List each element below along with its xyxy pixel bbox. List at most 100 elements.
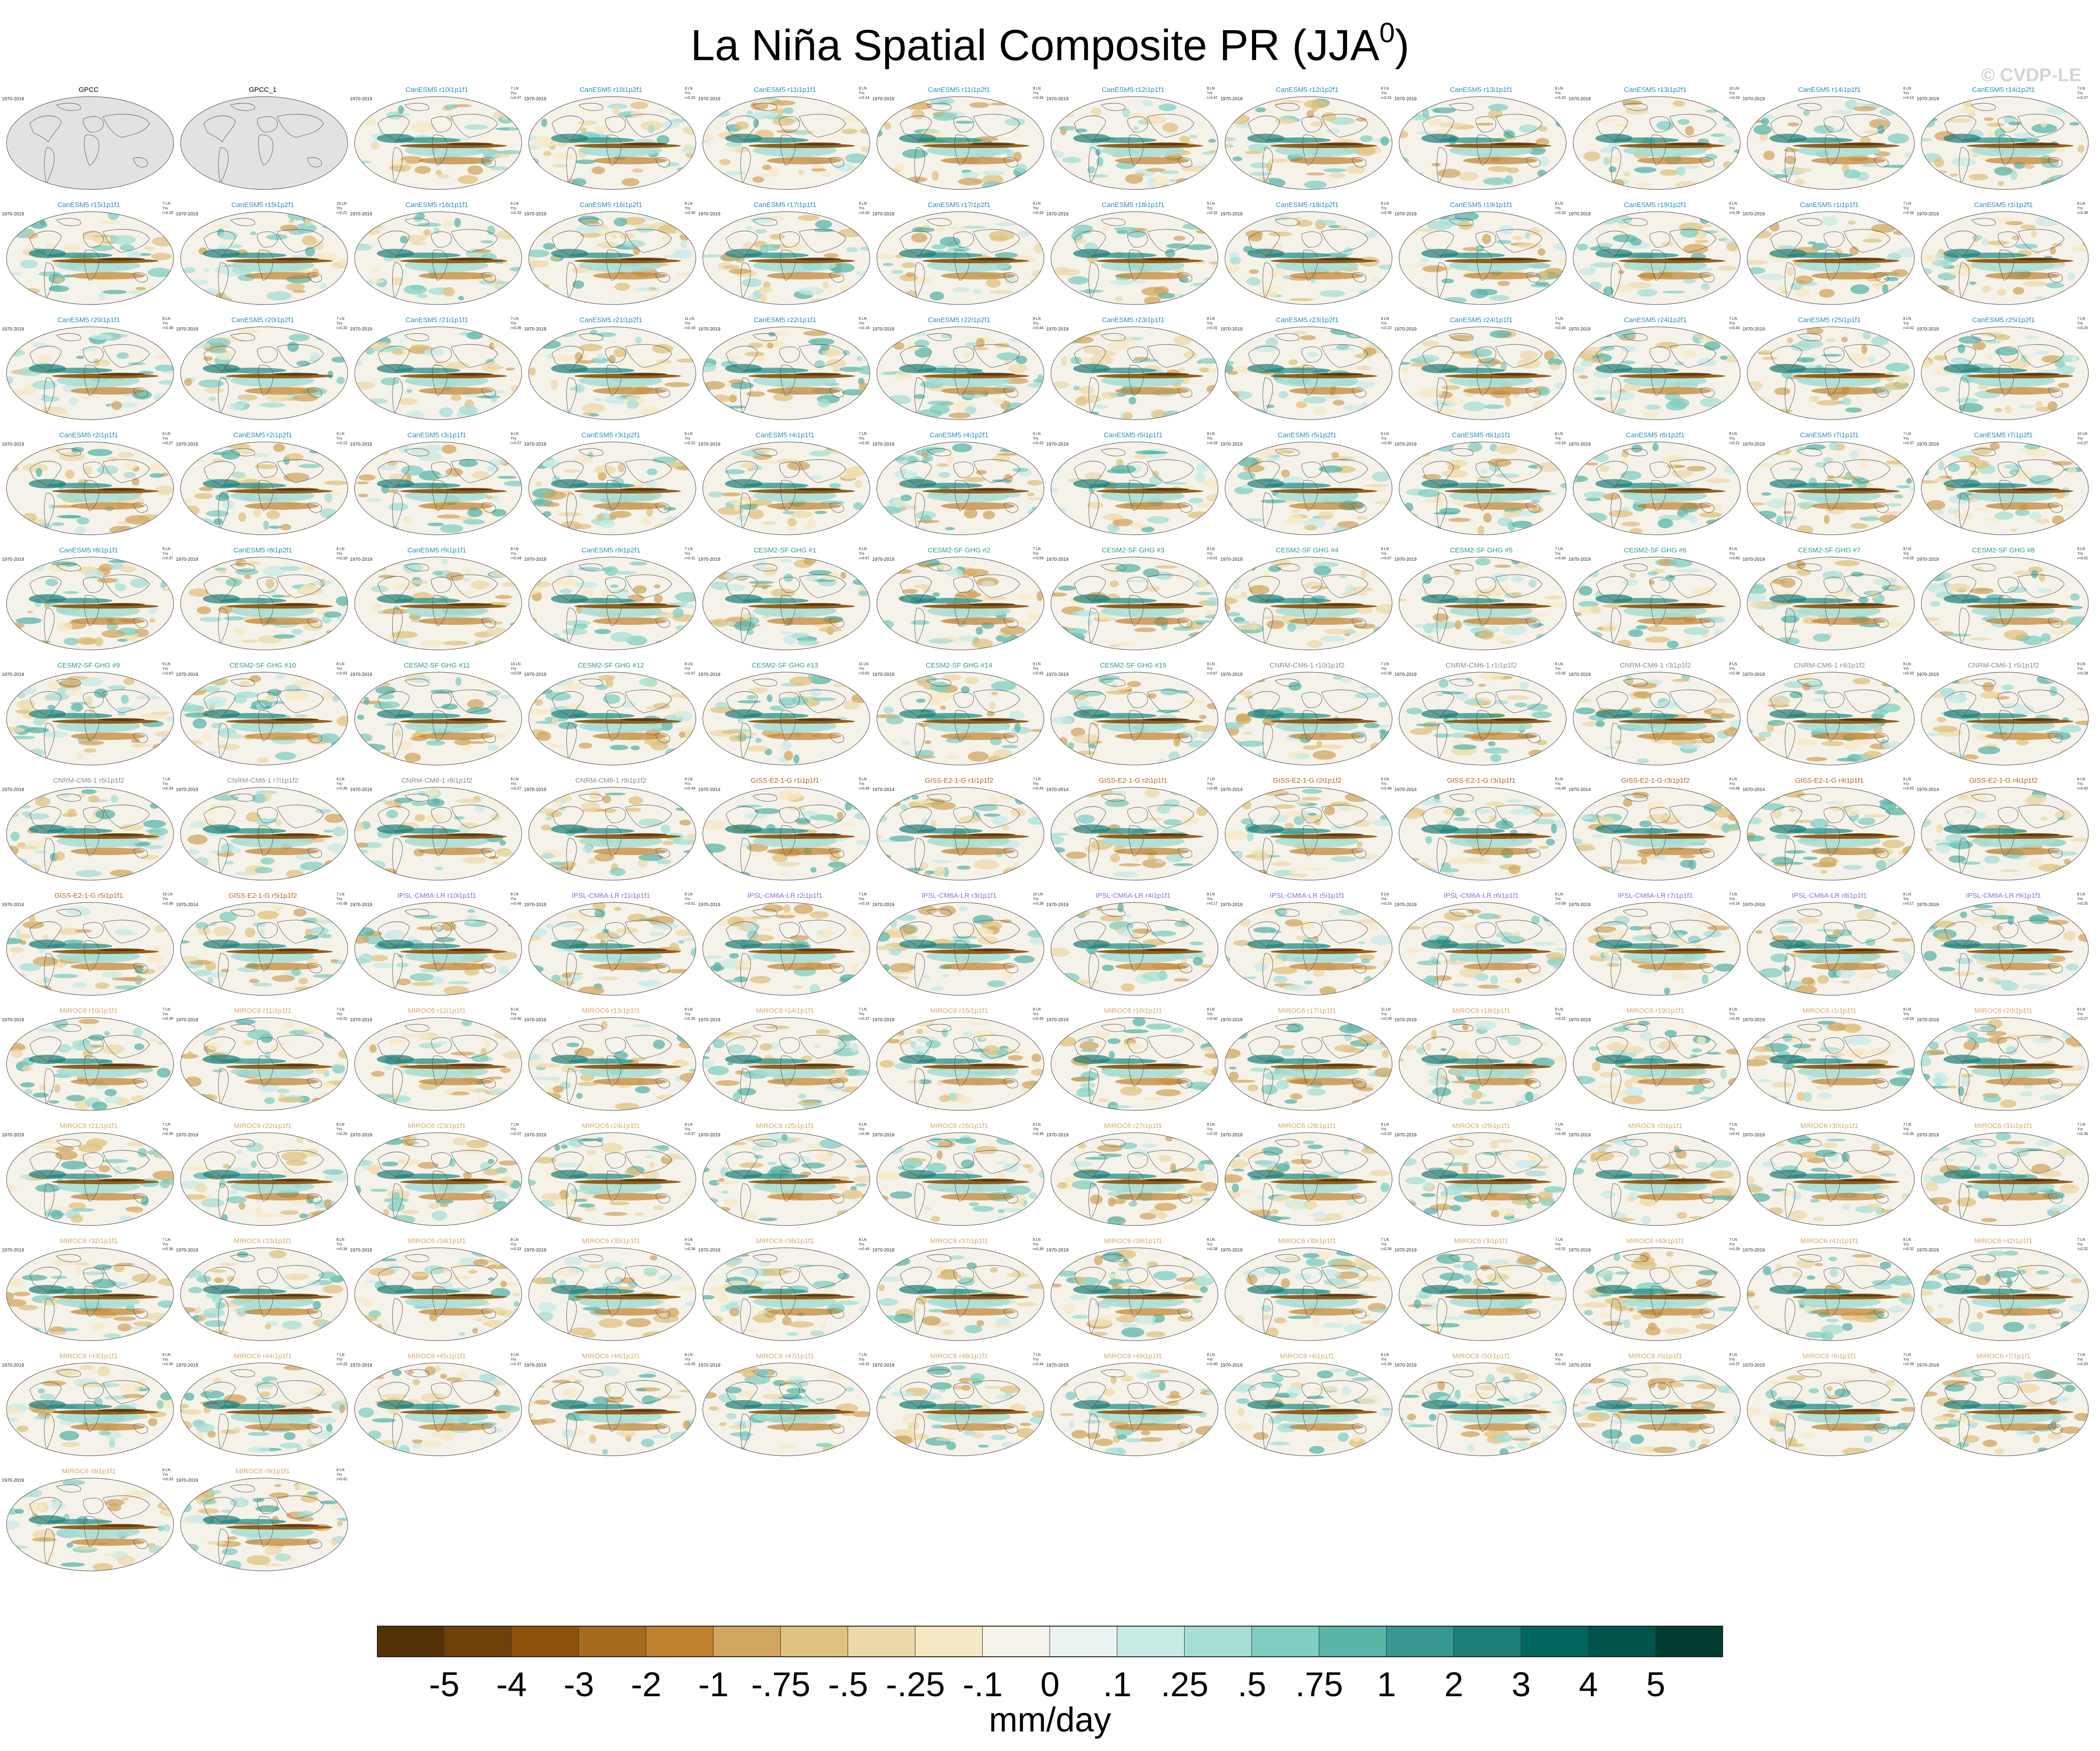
panel-pattern-corr: r=0.37: [859, 1017, 869, 1021]
panel-period: 1970-2019: [1394, 327, 1417, 332]
map-panel: 1970-2019 IPSL-CM6A-LR r10i1p1f1 8 LN Yrs r…: [350, 890, 524, 1000]
panel-pattern-corr: r=0.35: [1033, 1017, 1044, 1021]
map-panel: 1970-2014 GISS-E2-1-G r1i1p1f1 9 LN Yrs r=0…: [698, 775, 872, 885]
panel-ln-years: 8 LN Yrs: [1729, 662, 1737, 671]
panel-pattern-corr: r=0.16: [1729, 901, 1740, 906]
panel-ln-years: 8 LN Yrs: [685, 892, 693, 901]
panel-title: CESM2-SF GHG #6: [1624, 546, 1687, 554]
map-panel: 1970-2019 CanESM5 r18i1p2f1 8 LN Yrs r=0.36: [1220, 200, 1394, 309]
panel-ln-years: 11 LN Yrs: [1381, 1007, 1391, 1016]
panel-stats: 8 LN Yrs r=0.47: [1207, 86, 1220, 100]
panel-ln-years: 9 LN Yrs: [859, 201, 867, 210]
panel-title: MIROC6 r50i1p1f1: [1452, 1352, 1510, 1360]
panel-title: IPSL-CM6A-LR r7i1p1f1: [1618, 892, 1693, 900]
panel-stats: 8 LN Yrs r=0.32: [1207, 1122, 1220, 1136]
map-robinson: [1747, 96, 1915, 190]
panel-period: 1970-2019: [698, 1018, 720, 1023]
map-robinson: [1573, 1362, 1741, 1456]
panel-title: CanESM5 r16i1p1f1: [405, 201, 468, 209]
map-panel: 1970-2019 MIROC6 r11i1p1f1 7 LN Yrs r=0.32: [176, 1005, 350, 1115]
panel-stats: 7 LN Yrs r=0.40: [1729, 317, 1742, 331]
panel-stats: 9 LN Yrs r=0.20: [1555, 86, 1568, 100]
panel-pattern-corr: r=0.35: [685, 1362, 695, 1366]
panel-ln-years: 8 LN Yrs: [1555, 1353, 1563, 1362]
map-robinson: [1921, 211, 2089, 305]
panel-title: GISS-E2-1-G r5i1p1f2: [228, 892, 297, 900]
map-robinson: [354, 1017, 522, 1111]
map-robinson: [1573, 787, 1741, 881]
panel-period: 1970-2019: [1917, 1363, 1939, 1368]
panel-title: GISS-E2-1-G r2i1p1f2: [1273, 777, 1342, 785]
panel-stats: 11 LN Yrs r=0.39: [1381, 1007, 1394, 1021]
map-panel: 1970-2019 IPSL-CM6A-LR r9i1p1f1 8 LN Yrs r=…: [1917, 890, 2090, 1000]
map-robinson: [1921, 1132, 2089, 1226]
panel-title: CanESM5 r18i1p2f1: [1276, 201, 1339, 209]
panel-pattern-corr: r=0.28: [2077, 671, 2088, 675]
panel-ln-years: 9 LN Yrs: [1555, 86, 1563, 95]
panel-stats: 7 LN Yrs r=0.43: [1033, 777, 1046, 791]
panel-title: MIROC6 r14i1p1f1: [756, 1007, 814, 1015]
panel-ln-years: 8 LN Yrs: [1903, 1238, 1911, 1246]
panel-ln-years: 8 LN Yrs: [1033, 1007, 1041, 1016]
panel-stats: 10 LN Yrs r=0.38: [1033, 892, 1046, 906]
panel-title: CanESM5 r4i1p1f1: [755, 431, 815, 439]
panel-pattern-corr: r=0.43: [1903, 786, 1914, 791]
panel-pattern-corr: r=0.40: [1729, 326, 1740, 330]
map-robinson: [354, 211, 522, 305]
panel-title: CESM2-SF GHG #15: [1100, 661, 1167, 669]
panel-period: 1970-2014: [1046, 787, 1069, 792]
map-robinson: [876, 902, 1044, 996]
panel-title: MIROC6 r45i1p1f1: [408, 1352, 466, 1360]
map-robinson: [1225, 1362, 1393, 1456]
map-panel: 1970-2019 MIROC6 r22i1p1f1 8 LN Yrs r=0.26: [176, 1121, 350, 1230]
panel-stats: 9 LN Yrs r=0.43: [1033, 432, 1046, 446]
panel-title: MIROC6 r16i1p1f1: [1104, 1007, 1162, 1015]
colorbar-tick-label: .25: [1160, 1665, 1209, 1704]
panel-period: 1970-2019: [524, 672, 546, 677]
panel-title: IPSL-CM6A-LR r10i1p1f1: [397, 892, 477, 900]
map-robinson: [1225, 672, 1393, 765]
map-robinson: [354, 1132, 522, 1226]
panel-title: CanESM5 r18i1p1f1: [1102, 201, 1165, 209]
panel-ln-years: 9 LN Yrs: [859, 777, 867, 786]
panel-stats: 8 LN Yrs r=0.31: [1207, 317, 1220, 331]
colorbar-swatch: [983, 1626, 1050, 1656]
panel-pattern-corr: r=0.36: [685, 1247, 695, 1251]
panel-pattern-corr: r=0.42: [1903, 326, 1914, 330]
panel-pattern-corr: r=0.43: [1903, 671, 1914, 675]
panel-stats: 9 LN Yrs r=0.67: [859, 547, 872, 561]
panel-pattern-corr: r=0.40: [2077, 786, 2088, 791]
panel-stats: 7 LN Yrs r=0.44: [1033, 1353, 1046, 1367]
panel-ln-years: 7 LN Yrs: [1729, 1122, 1737, 1131]
panel-period: 1970-2019: [1046, 902, 1069, 908]
panel-ln-years: 7 LN Yrs: [1555, 1122, 1563, 1131]
panel-ln-years: 8 LN Yrs: [337, 1238, 344, 1246]
map-robinson: [6, 441, 174, 535]
panel-ln-years: 8 LN Yrs: [2077, 201, 2085, 210]
panel-pattern-corr: r=0.33: [337, 326, 347, 330]
panel-ln-years: 7 LN Yrs: [337, 1353, 344, 1362]
map-robinson: [180, 441, 348, 535]
map-robinson: [6, 672, 174, 765]
panel-ln-years: 8 LN Yrs: [1207, 86, 1215, 95]
panel-ln-years: 7 LN Yrs: [162, 201, 170, 210]
map-robinson: [1050, 1362, 1219, 1456]
panel-ln-years: 8 LN Yrs: [859, 86, 867, 95]
panel-period: 1970-2019: [1220, 1133, 1243, 1138]
panel-period: 1970-2019: [350, 787, 372, 792]
panel-pattern-corr: r=0.44: [685, 786, 695, 791]
panel-ln-years: 9 LN Yrs: [1903, 547, 1911, 556]
panel-stats: 6 LN Yrs r=0.46: [1381, 777, 1394, 791]
panel-stats: 8 LN Yrs r=0.14: [859, 86, 872, 100]
panel-ln-years: 8 LN Yrs: [859, 317, 867, 325]
panel-stats: 7 LN Yrs r=0.35: [859, 432, 872, 446]
panel-pattern-corr: r=0.39: [1381, 671, 1392, 675]
panel-title: MIROC6 r47i1p1f1: [756, 1352, 814, 1360]
panel-period: 1970-2019: [350, 1133, 372, 1138]
panel-period: 1970-2019: [872, 442, 894, 447]
panel-period: 1970-2019: [350, 212, 372, 217]
panel-ln-years: 7 LN Yrs: [685, 547, 693, 556]
panel-stats: 6 LN Yrs r=0.15: [1381, 892, 1394, 906]
map-panel: 1970-2019 MIROC6 r43i1p1f1 6 LN Yrs r=0.30: [2, 1351, 175, 1460]
colorbar-swatch: [579, 1626, 646, 1656]
